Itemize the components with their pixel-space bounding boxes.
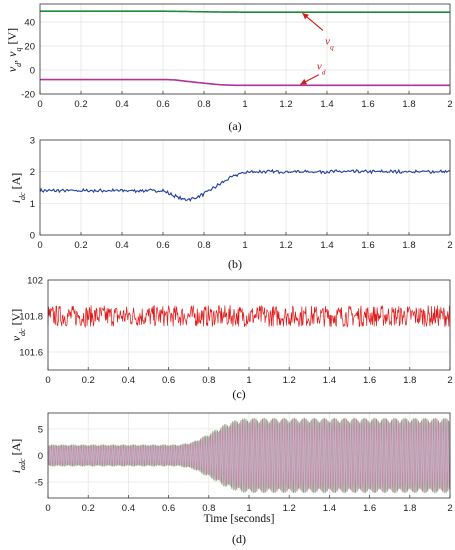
- panel-c-xtick-label: 1.4: [323, 375, 336, 386]
- panel-b-xtick-label: 1: [242, 240, 247, 251]
- annotation-vq-label: vq: [325, 35, 334, 51]
- panel-a-ytick-label: 0: [30, 66, 35, 77]
- series-vdc-line: [47, 304, 451, 329]
- panel-c-xtick-label: 2: [447, 375, 452, 386]
- panel-b-xtick-label: 0.6: [156, 240, 169, 251]
- panel-a-ytick-label: 20: [24, 42, 35, 53]
- panel-a-xtick-label: 0.6: [156, 99, 169, 110]
- panel-d-xtick-label: 1.6: [363, 503, 376, 514]
- panel-d-xtick-label: 0.4: [122, 503, 135, 514]
- panel-b-xtick-label: 1.8: [402, 240, 415, 251]
- panel-b-xtick-label: 0: [37, 240, 42, 251]
- panel-a-caption: (a): [228, 119, 241, 133]
- series-phase-b-line: [47, 418, 451, 493]
- panel-b-xtick-label: 1.6: [361, 240, 374, 251]
- panel-c-ytick-label: 101.8: [19, 312, 43, 323]
- panel-d: 0 0.2 0.4 0.6 0.8 1 1.2 1.4 1.6 1.8 2-505 iadc[A] …: [9, 412, 453, 546]
- panel-d-xtick-label: 2: [447, 503, 452, 514]
- annotation-vq: vq: [302, 12, 334, 51]
- panel-a-ytick-label: -20: [21, 90, 35, 101]
- panel-a-xtick-label: 1.2: [279, 99, 292, 110]
- panel-c: 0 0.2 0.4 0.6 0.8 1 1.2 1.4 1.6 1.8 2 101.6 101.8 102…: [9, 276, 453, 402]
- panel-b-ytick-label: 2: [30, 167, 35, 178]
- annotation-vd-arrowhead: [300, 78, 308, 85]
- panel-d-ytick-label: 0: [38, 451, 43, 462]
- panel-b-ytick-label: 0: [30, 231, 35, 242]
- panel-c-xtick-label: 1.2: [283, 375, 296, 386]
- series-vq-line: [40, 10, 450, 13]
- panel-c-xtick-label: 0.2: [82, 375, 95, 386]
- series-phase-c-line: [47, 418, 451, 493]
- panel-b-ylabel: idc[A]: [9, 173, 27, 204]
- panel-a-ylabel: vd, vq[V]: [5, 28, 23, 72]
- annotation-vq-arrowhead: [302, 13, 309, 20]
- panel-a-xtick-label: 0.4: [115, 99, 128, 110]
- panel-b-xtick-label: 0.2: [74, 240, 87, 251]
- panel-b-ytick-label: 1: [30, 199, 35, 210]
- panel-d-xtick-label: 1.8: [403, 503, 416, 514]
- panel-d-xtick-label: 0.8: [202, 503, 215, 514]
- panel-b: 0 0.2 0.4 0.6 0.8 1 1.2 1.4 1.6 1.8 2 0 1 2 3 idc[A] (…: [9, 136, 453, 272]
- panel-a-xtick-label: 0: [37, 99, 42, 110]
- panel-b-xtick-label: 1.4: [320, 240, 333, 251]
- panel-c-xtick-label: 0: [45, 375, 50, 386]
- panel-c-ytick-label: 102: [27, 276, 43, 287]
- panel-b-xtick-label: 0.8: [197, 240, 210, 251]
- panel-a-xtick-label: 1.8: [402, 99, 415, 110]
- panel-a-xtick-label: 1.4: [320, 99, 333, 110]
- panel-d-xtick-label: 1: [246, 503, 251, 514]
- panel-d-xtick-label: 1.2: [283, 503, 296, 514]
- panel-d-ytick-label: 5: [38, 424, 43, 435]
- panel-b-xtick-label: 0.4: [115, 240, 128, 251]
- panel-d-xlabel: Time [seconds]: [204, 513, 275, 525]
- panel-c-xtick-label: 1.8: [403, 375, 416, 386]
- panel-c-xtick-label: 0.6: [162, 375, 175, 386]
- panel-c-ytick-label: 101.6: [19, 348, 43, 359]
- annotation-vd: vd: [300, 61, 326, 85]
- series-idc-line: [39, 168, 451, 202]
- panel-d-xtick-label: 0.2: [82, 503, 95, 514]
- panel-b-ytick-label: 3: [30, 136, 35, 147]
- panel-d-xtick-label: 0: [45, 503, 50, 514]
- panel-a-xtick-label: 1.6: [361, 99, 374, 110]
- annotation-vd-label: vd: [317, 61, 326, 77]
- panel-c-xtick-label: 0.8: [202, 375, 215, 386]
- panel-b-xtick-label: 1.2: [279, 240, 292, 251]
- panel-d-xtick-label: 0.6: [162, 503, 175, 514]
- panel-b-xtick-label: 2: [447, 240, 452, 251]
- panel-b-caption: (b): [228, 257, 242, 271]
- panel-a-xtick-label: 0.8: [197, 99, 210, 110]
- panel-c-ylabel: vdc[V]: [9, 309, 27, 342]
- panel-d-ytick-label: -5: [35, 478, 43, 489]
- panel-a-xtick-label: 2: [447, 99, 452, 110]
- panel-c-xtick-label: 0.4: [122, 375, 135, 386]
- panel-d-caption: (d): [232, 532, 246, 546]
- panel-c-xtick-label: 1: [246, 375, 251, 386]
- panel-d-ylabel: iadc[A]: [9, 439, 27, 474]
- panel-c-xtick-label: 1.6: [363, 375, 376, 386]
- panel-c-caption: (c): [232, 387, 245, 401]
- panel-a-xtick-label: 0.2: [74, 99, 87, 110]
- panel-a-xtick-label: 1: [242, 99, 247, 110]
- panel-d-xtick-label: 1.4: [323, 503, 336, 514]
- panel-a-ytick-label: 40: [24, 18, 35, 29]
- series-vd-line: [40, 78, 450, 87]
